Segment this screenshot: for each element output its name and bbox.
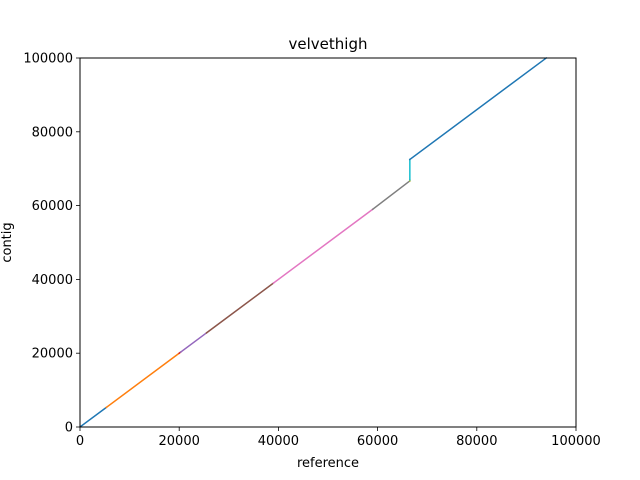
x-axis-ticks: 0 20000 40000 60000 80000 100000 [76, 427, 601, 449]
series-line-7 [371, 179, 411, 211]
y-axis-ticks: 0 20000 40000 60000 80000 100000 [23, 52, 80, 436]
y-tick-label: 20000 [32, 347, 73, 362]
plot-frame [79, 57, 577, 428]
y-tick-label: 100000 [23, 52, 73, 67]
y-axis-label: contig [0, 222, 15, 262]
x-tick-label: 0 [76, 434, 84, 449]
y-tick-label: 0 [65, 421, 73, 436]
series-line-10 [408, 56, 548, 161]
series-layer [78, 56, 548, 429]
y-tick-label: 80000 [32, 125, 73, 140]
x-tick-label: 60000 [357, 434, 398, 449]
series-line-1 [78, 406, 108, 429]
x-axis-label: reference [297, 456, 359, 471]
x-tick-label: 20000 [159, 434, 200, 449]
series-line-6 [272, 208, 374, 285]
series-line-2 [105, 352, 181, 409]
chart-title: velvethigh [289, 35, 368, 53]
y-tick-label: 60000 [32, 199, 73, 214]
series-line-4 [179, 331, 208, 354]
series-line-5 [205, 282, 275, 334]
y-tick-label: 40000 [32, 273, 73, 288]
x-tick-label: 80000 [456, 434, 497, 449]
x-tick-label: 100000 [551, 434, 601, 449]
x-tick-label: 40000 [258, 434, 299, 449]
